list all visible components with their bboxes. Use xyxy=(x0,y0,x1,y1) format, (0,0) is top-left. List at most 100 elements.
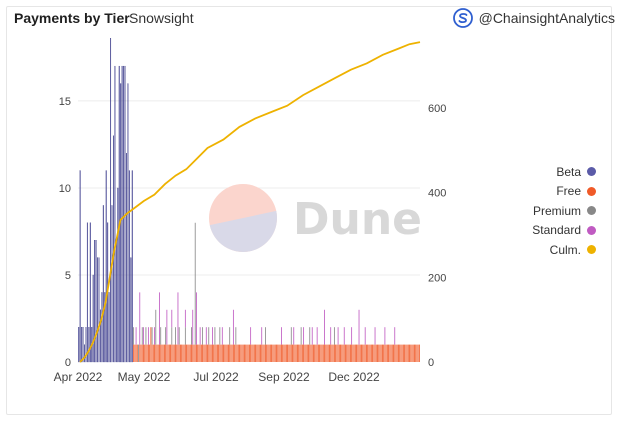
bar-premium xyxy=(290,327,292,345)
bar-free xyxy=(308,344,309,362)
bar-free xyxy=(240,344,242,362)
bar-free xyxy=(223,344,224,362)
bar-free xyxy=(264,344,266,362)
bar-beta xyxy=(88,327,90,363)
bar-free xyxy=(193,344,195,362)
bar-standard xyxy=(159,292,160,345)
bar-free xyxy=(245,344,247,362)
bar-free xyxy=(210,344,212,362)
bar-free xyxy=(172,344,174,362)
bar-free xyxy=(149,344,151,362)
bar-free xyxy=(357,344,359,362)
bar-free xyxy=(324,344,325,362)
bar-free xyxy=(316,344,318,362)
bar-free xyxy=(418,344,420,362)
attribution[interactable]: @ChainsightAnalytics xyxy=(452,8,615,28)
bar-free xyxy=(309,344,311,362)
bar-beta xyxy=(84,344,85,363)
bar-free xyxy=(273,344,275,362)
bar-free xyxy=(343,344,345,362)
bar-standard xyxy=(192,309,194,345)
legend: Beta Free Premium Standard Culm. xyxy=(500,162,596,260)
chart-title: Payments by Tier xyxy=(14,10,130,26)
bar-standard xyxy=(281,327,282,345)
bar-free xyxy=(187,344,189,362)
x-tick-label: Dec 2022 xyxy=(328,370,380,384)
bar-free xyxy=(319,344,321,362)
bar-free xyxy=(293,344,295,362)
bar-free xyxy=(415,344,417,362)
bar-free xyxy=(412,344,414,362)
bar-free xyxy=(267,344,269,362)
bar-free xyxy=(228,344,229,362)
bar-premium xyxy=(145,327,147,345)
bar-beta xyxy=(118,65,120,363)
bar-beta xyxy=(89,222,91,363)
bar-standard xyxy=(139,292,141,345)
x-tick-label: Apr 2022 xyxy=(54,370,103,384)
bar-free xyxy=(196,344,197,362)
bar-free xyxy=(170,344,171,362)
bar-free xyxy=(284,344,286,362)
bar-free xyxy=(346,344,348,362)
bar-free xyxy=(410,344,412,362)
bar-free xyxy=(173,344,175,362)
bar-free xyxy=(400,344,402,362)
bar-free xyxy=(156,344,158,362)
bar-beta xyxy=(117,187,119,363)
bar-standard xyxy=(232,309,234,345)
bar-series xyxy=(78,38,420,363)
bar-beta xyxy=(110,38,112,363)
legend-item-premium[interactable]: Premium xyxy=(500,201,596,221)
bar-free xyxy=(285,344,287,362)
bar-free xyxy=(353,344,355,362)
bar-beta xyxy=(101,292,103,363)
bar-free xyxy=(202,344,204,362)
bar-beta xyxy=(85,327,87,363)
legend-label: Standard xyxy=(532,223,581,238)
bar-free xyxy=(315,344,317,362)
bar-free xyxy=(182,344,184,362)
bar-free xyxy=(212,344,213,362)
bar-free xyxy=(235,344,237,362)
bar-free xyxy=(239,344,240,362)
bar-free xyxy=(405,344,407,362)
bar-free xyxy=(144,344,146,362)
chart-card xyxy=(6,6,612,415)
bar-free xyxy=(383,344,385,362)
bar-standard xyxy=(135,327,137,345)
bar-free xyxy=(332,344,334,362)
bar-beta xyxy=(86,222,88,363)
bar-free xyxy=(399,344,401,362)
bar-standard xyxy=(293,327,295,345)
bar-free xyxy=(147,344,149,362)
legend-item-free[interactable]: Free xyxy=(500,182,596,202)
watermark-text: Dune xyxy=(293,194,422,245)
legend-item-standard[interactable]: Standard xyxy=(500,221,596,241)
bar-free xyxy=(177,344,179,362)
bar-free xyxy=(136,344,138,362)
bar-free xyxy=(246,344,248,362)
legend-item-beta[interactable]: Beta xyxy=(500,162,596,182)
bar-premium xyxy=(141,327,143,345)
bar-free xyxy=(143,344,144,362)
bar-premium xyxy=(155,309,157,345)
bar-free xyxy=(167,344,169,362)
bar-free xyxy=(230,344,232,362)
bar-free xyxy=(154,344,155,362)
bar-free xyxy=(327,344,329,362)
legend-item-culm[interactable]: Culm. xyxy=(500,240,596,260)
bar-free xyxy=(140,344,142,362)
bar-free xyxy=(375,344,377,362)
bar-free xyxy=(214,344,216,362)
bar-free xyxy=(218,344,220,362)
bar-free xyxy=(310,344,312,362)
bar-free xyxy=(322,344,324,362)
bar-free xyxy=(382,344,383,362)
bar-free xyxy=(188,344,190,362)
bar-free xyxy=(368,344,370,362)
bar-free xyxy=(336,344,338,362)
bar-free xyxy=(271,344,272,362)
bar-free xyxy=(178,344,180,362)
